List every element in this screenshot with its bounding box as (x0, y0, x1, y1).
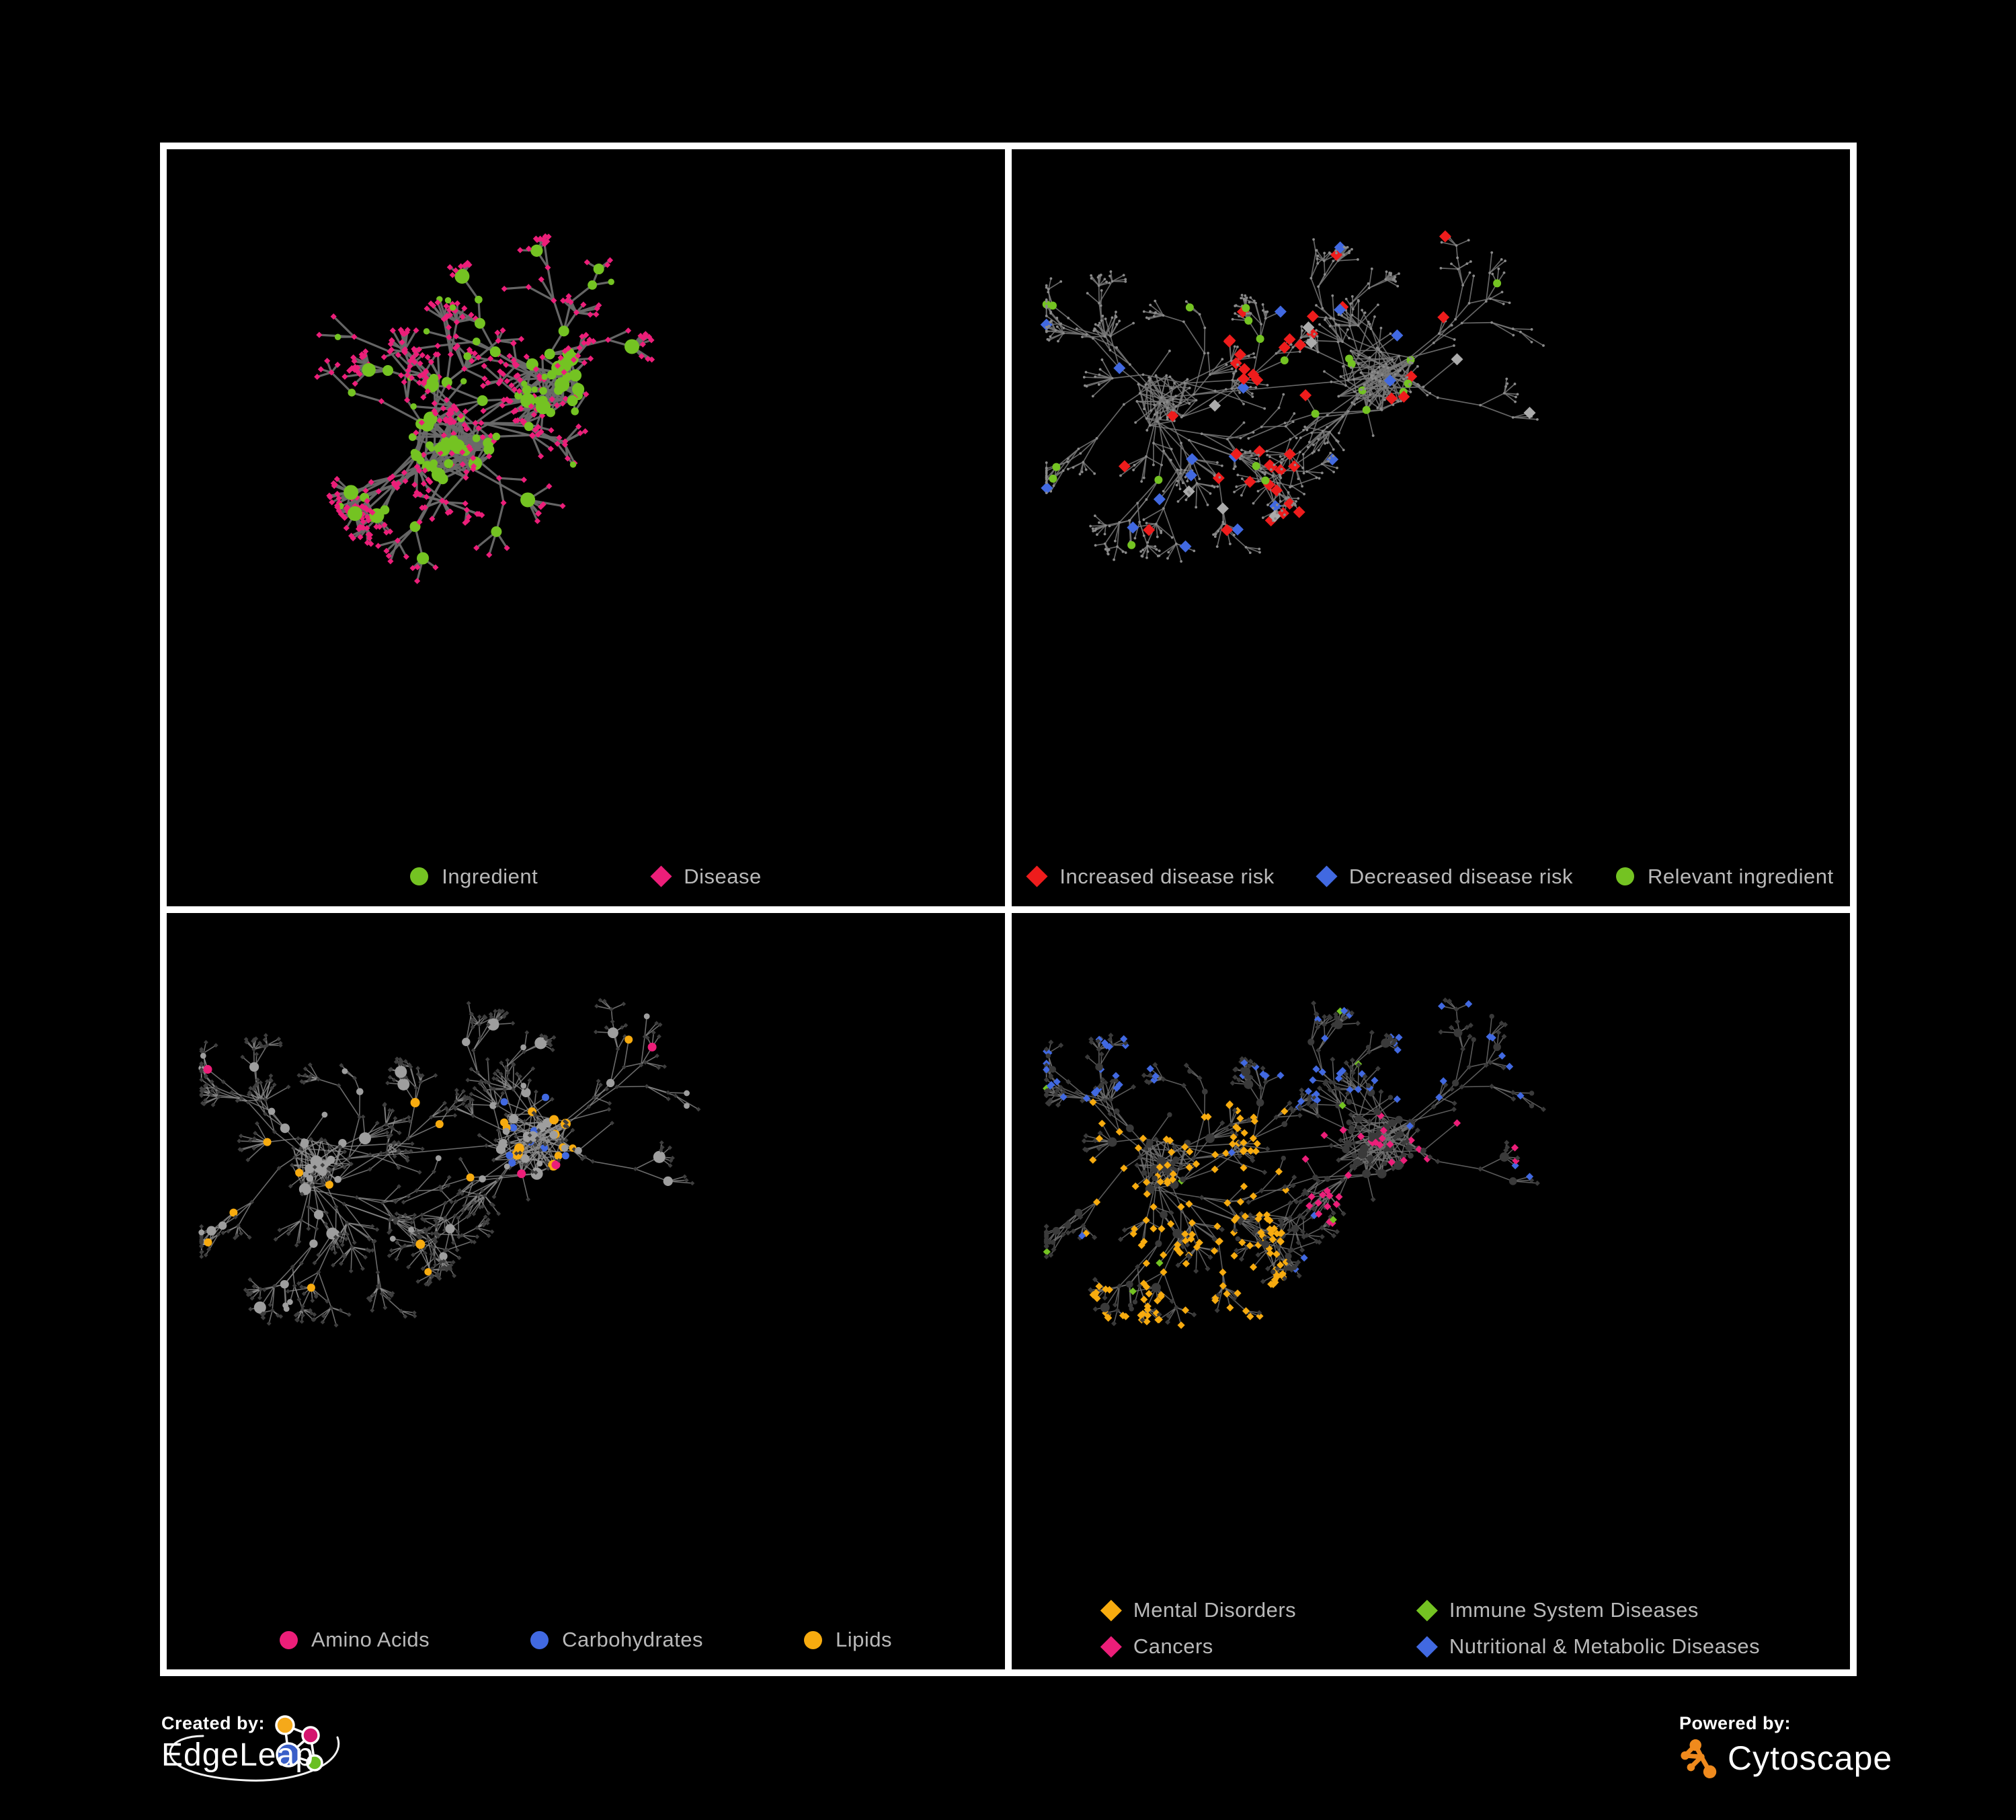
legend-label: Decreased disease risk (1348, 864, 1573, 888)
increased-risk-diamond-icon (1026, 865, 1048, 887)
ingredient-disease-network (314, 233, 655, 584)
powered-by-label: Powered by: (1679, 1713, 1791, 1733)
legend-label: Relevant ingredient (1648, 864, 1834, 888)
legend-label: Nutritional & Metabolic Diseases (1449, 1634, 1761, 1658)
legend-item-disease: Disease (650, 864, 762, 889)
carbohydrates-circle-icon (530, 1630, 549, 1649)
panel-disease-risk: Increased disease risk Decreased disease… (1012, 149, 1850, 906)
lipids-circle-icon (803, 1630, 822, 1649)
legend-label: Increased disease risk (1059, 864, 1275, 888)
legend-label: Disease (684, 864, 762, 888)
ingredient-circle-icon (410, 867, 429, 885)
amino-acids-circle-icon (280, 1630, 298, 1649)
legend-label: Immune System Diseases (1449, 1598, 1699, 1622)
created-by-block: Created by: EdgeLeap (161, 1713, 376, 1782)
legend-item-immune-diseases: Immune System Diseases (1416, 1598, 1760, 1622)
mental-disorders-diamond-icon (1100, 1599, 1122, 1622)
powered-by-block: Powered by: (1679, 1713, 1901, 1780)
chemical-class-network (198, 997, 701, 1327)
cancers-diamond-icon (1100, 1635, 1122, 1658)
panel-disease-category: Mental Disorders Immune System Diseases … (1012, 912, 1850, 1669)
relevant-ingredient-circle-icon (1616, 867, 1634, 885)
legend-ingredient-disease: Ingredient Disease (167, 865, 1005, 889)
legend-item-ingredient: Ingredient (410, 865, 538, 889)
decreased-risk-diamond-icon (1316, 865, 1338, 887)
legend-item-increased-risk: Increased disease risk (1026, 864, 1275, 889)
cytoscape-logo (1681, 1739, 1717, 1779)
disease-risk-network (1040, 230, 1545, 563)
footer: Created by: EdgeLeap Pow (0, 1681, 2016, 1820)
disease-diamond-icon (650, 865, 672, 887)
legend-item-lipids: Lipids (803, 1628, 892, 1652)
immune-diseases-diamond-icon (1416, 1599, 1438, 1622)
legend-item-metabolic-diseases: Nutritional & Metabolic Diseases (1416, 1634, 1761, 1659)
edgeleap-wordmark: EdgeLeap (161, 1737, 314, 1773)
legend-item-carbohydrates: Carbohydrates (530, 1628, 703, 1652)
legend-label: Ingredient (442, 864, 538, 888)
legend-disease-risk: Increased disease risk Decreased disease… (1012, 865, 1850, 889)
legend-item-mental-disorders: Mental Disorders (1100, 1598, 1384, 1622)
panel-ingredient-disease: Ingredient Disease (167, 149, 1005, 906)
panel-grid: Ingredient Disease Increased disease ris… (160, 143, 1857, 1676)
legend-item-decreased-risk: Decreased disease risk (1316, 864, 1573, 889)
legend-disease-category: Mental Disorders Immune System Diseases … (1100, 1598, 1761, 1659)
legend-label: Lipids (835, 1628, 892, 1651)
disease-category-network (1043, 997, 1546, 1329)
legend-label: Cancers (1133, 1634, 1213, 1658)
legend-item-amino-acids: Amino Acids (280, 1628, 430, 1652)
panel-chemical-class: Amino Acids Carbohydrates Lipids (167, 912, 1005, 1669)
legend-chemical-class: Amino Acids Carbohydrates Lipids (167, 1628, 1005, 1652)
legend-label: Carbohydrates (562, 1628, 703, 1651)
legend-item-cancers: Cancers (1100, 1634, 1384, 1659)
created-by-label: Created by: (161, 1713, 266, 1733)
legend-label: Mental Disorders (1133, 1598, 1297, 1622)
legend-item-relevant-ingredient: Relevant ingredient (1616, 865, 1834, 889)
cytoscape-wordmark: Cytoscape (1728, 1739, 1893, 1777)
metabolic-diseases-diamond-icon (1416, 1635, 1438, 1658)
legend-label: Amino Acids (311, 1628, 430, 1651)
